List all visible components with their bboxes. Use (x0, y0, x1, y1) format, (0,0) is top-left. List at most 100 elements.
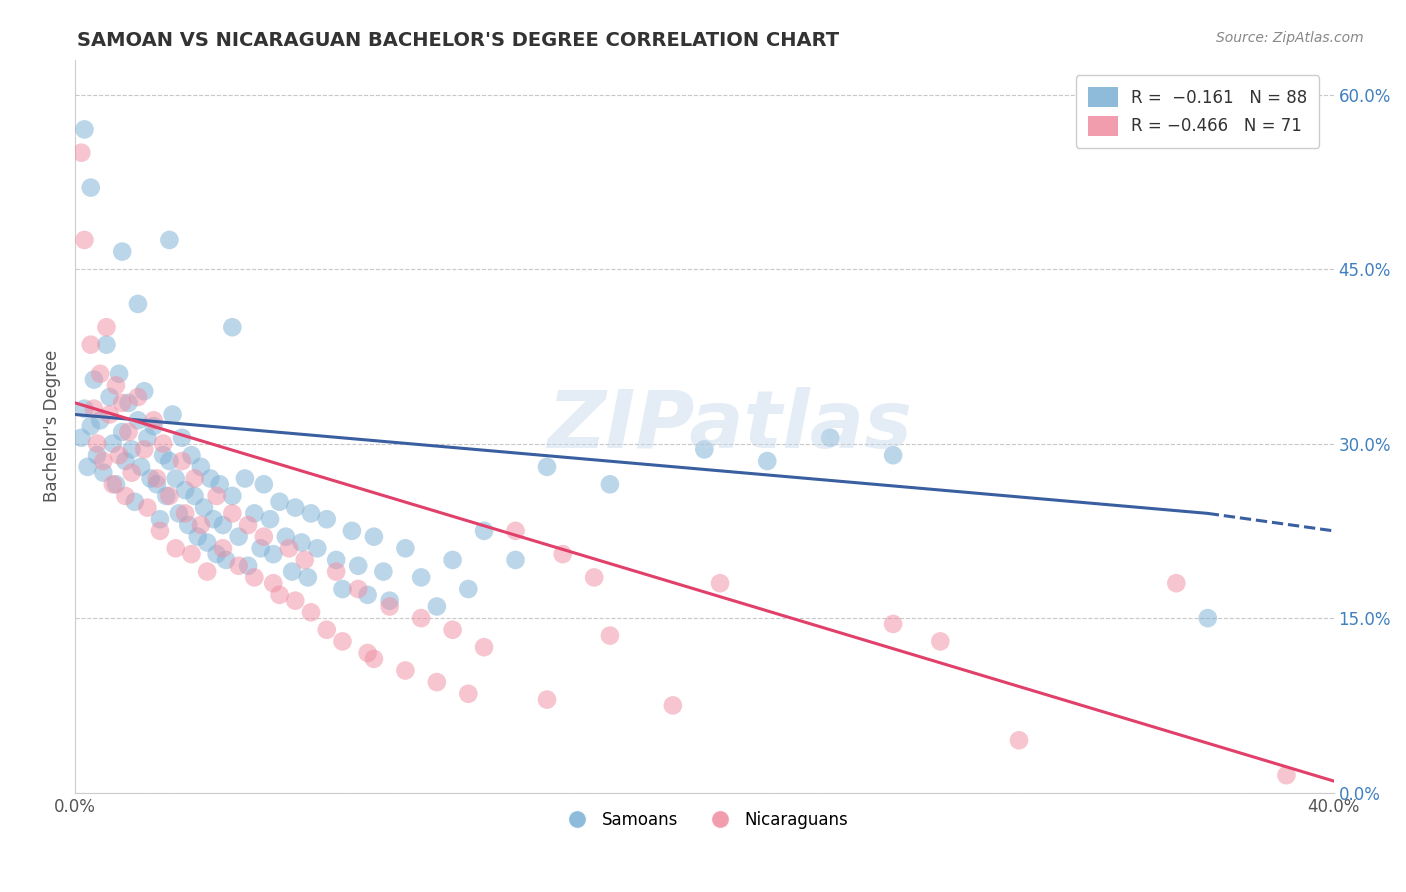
Text: Source: ZipAtlas.com: Source: ZipAtlas.com (1216, 31, 1364, 45)
Point (127, 413, 149, 427)
Point (114, 454, 136, 468)
Point (536, 459, 558, 474)
Point (1008, 733, 1031, 747)
Point (441, 623, 464, 637)
Point (278, 541, 301, 556)
Point (205, 547, 228, 561)
Point (228, 530, 250, 544)
Point (104, 378, 127, 392)
Point (91, 454, 114, 468)
Point (551, 547, 574, 561)
Point (127, 297, 149, 311)
Point (505, 553, 527, 567)
Point (243, 570, 266, 584)
Point (662, 698, 685, 713)
Point (165, 541, 187, 556)
Point (457, 582, 479, 596)
Point (426, 675, 449, 690)
Point (212, 541, 235, 556)
Point (394, 541, 416, 556)
Point (193, 500, 215, 515)
Point (356, 646, 378, 660)
Point (363, 652, 385, 666)
Point (378, 599, 401, 614)
Point (269, 588, 291, 602)
Point (142, 419, 165, 434)
Legend: Samoans, Nicaraguans: Samoans, Nicaraguans (554, 805, 855, 836)
Point (208, 477, 231, 491)
Point (332, 582, 354, 596)
Point (315, 623, 337, 637)
Point (347, 582, 370, 596)
Point (294, 553, 316, 567)
Point (1197, 611, 1219, 625)
Point (146, 471, 169, 485)
Point (228, 558, 250, 573)
Point (756, 454, 779, 468)
Point (183, 471, 205, 485)
Point (91, 466, 114, 480)
Y-axis label: Bachelor's Degree: Bachelor's Degree (44, 350, 60, 502)
Point (212, 518, 235, 533)
Point (221, 320, 243, 334)
Point (121, 466, 143, 480)
Point (157, 233, 180, 247)
Point (165, 471, 187, 485)
Point (134, 442, 156, 457)
Point (111, 425, 134, 439)
Point (117, 396, 139, 410)
Point (142, 413, 165, 427)
Point (215, 553, 238, 567)
Point (1275, 768, 1298, 782)
Point (83, 373, 105, 387)
Point (167, 507, 190, 521)
Point (134, 384, 156, 399)
Point (101, 477, 124, 491)
Point (221, 489, 243, 503)
Point (253, 530, 276, 544)
Point (202, 512, 225, 526)
Point (536, 692, 558, 706)
Point (86, 436, 108, 450)
Point (599, 629, 621, 643)
Text: ZIPatlas: ZIPatlas (547, 387, 912, 465)
Point (195, 535, 218, 549)
Point (929, 634, 952, 648)
Point (174, 483, 197, 497)
Point (136, 500, 159, 515)
Point (441, 553, 464, 567)
Point (373, 565, 395, 579)
Point (80, 180, 103, 194)
Point (96, 337, 118, 351)
Point (114, 489, 136, 503)
Point (315, 512, 337, 526)
Point (259, 512, 281, 526)
Point (693, 442, 716, 457)
Point (73, 401, 96, 416)
Point (111, 244, 134, 259)
Point (205, 489, 228, 503)
Point (174, 507, 197, 521)
Point (236, 518, 259, 533)
Point (155, 489, 177, 503)
Point (378, 593, 401, 607)
Point (882, 448, 904, 462)
Point (149, 524, 172, 538)
Point (108, 367, 131, 381)
Point (101, 436, 124, 450)
Point (599, 477, 621, 491)
Point (70, 431, 93, 445)
Point (347, 558, 370, 573)
Point (253, 477, 276, 491)
Point (356, 588, 378, 602)
Point (180, 448, 202, 462)
Point (96, 320, 118, 334)
Point (1166, 576, 1188, 591)
Point (157, 454, 180, 468)
Point (290, 535, 312, 549)
Point (190, 459, 212, 474)
Point (117, 425, 139, 439)
Point (299, 507, 322, 521)
Point (262, 547, 284, 561)
Point (111, 396, 134, 410)
